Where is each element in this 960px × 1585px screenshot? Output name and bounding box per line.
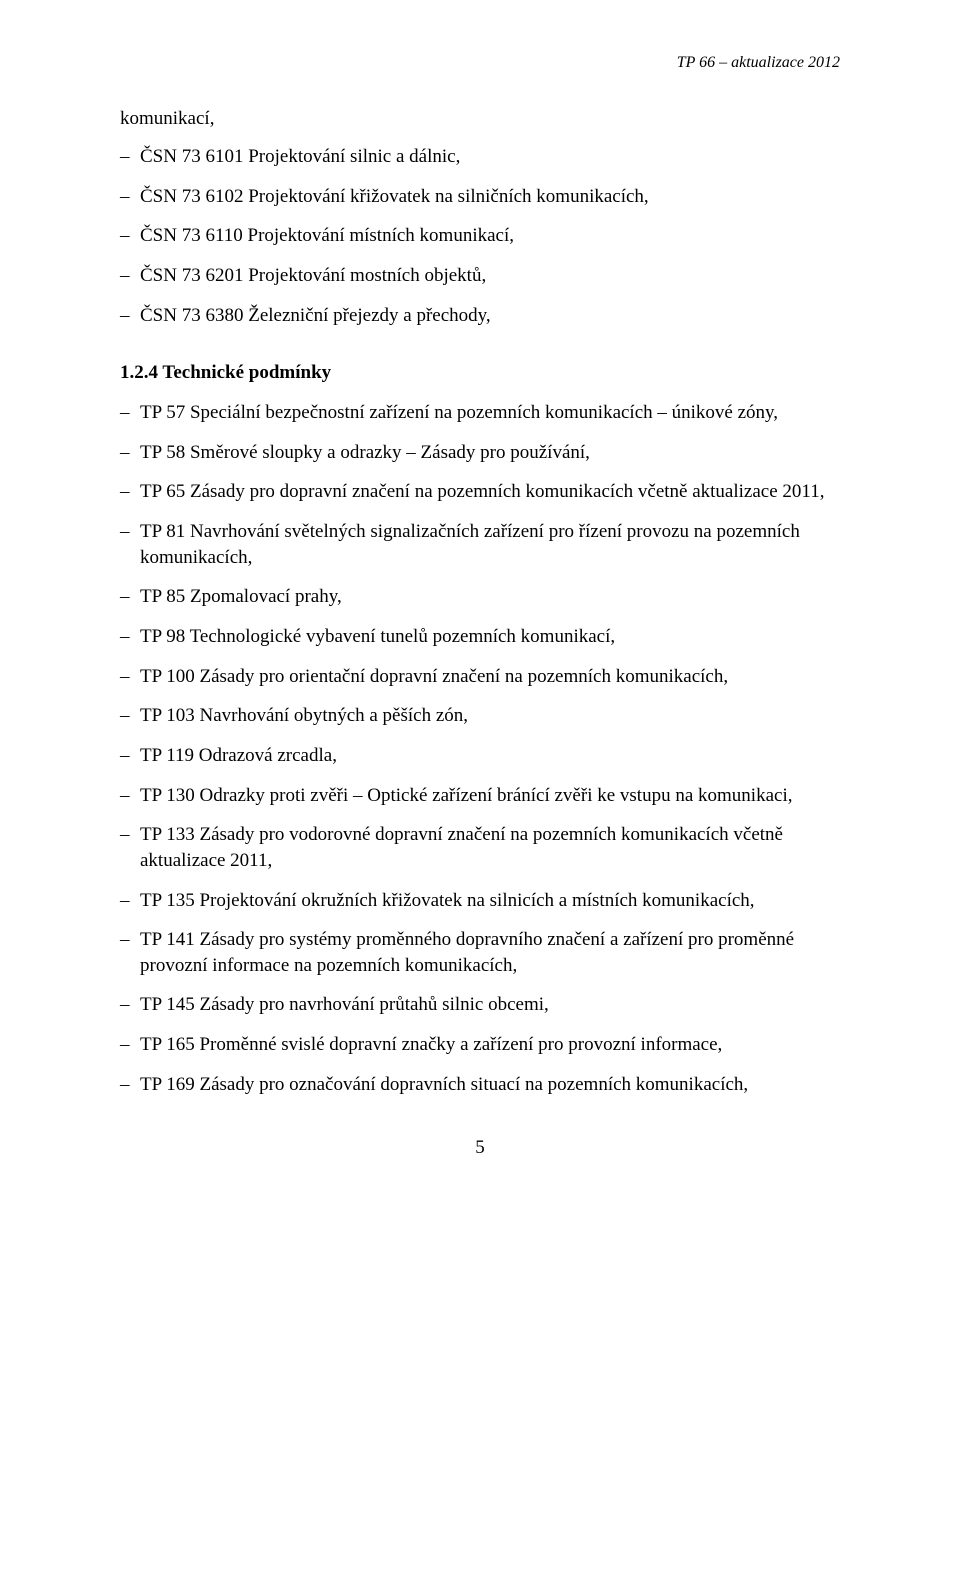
list-item: TP 57 Speciální bezpečnostní zařízení na… xyxy=(120,400,840,426)
list-item: TP 98 Technologické vybavení tunelů poze… xyxy=(120,624,840,650)
list-item: ČSN 73 6110 Projektování místních komuni… xyxy=(120,223,840,249)
list-item: ČSN 73 6102 Projektování křižovatek na s… xyxy=(120,184,840,210)
section-heading: 1.2.4 Technické podmínky xyxy=(120,362,840,384)
list-item: TP 85 Zpomalovací prahy, xyxy=(120,584,840,610)
csn-standards-list: ČSN 73 6101 Projektování silnic a dálnic… xyxy=(120,144,840,328)
list-item: ČSN 73 6101 Projektování silnic a dálnic… xyxy=(120,144,840,170)
list-item: ČSN 73 6380 Železniční přejezdy a přecho… xyxy=(120,303,840,329)
list-item: TP 165 Proměnné svislé dopravní značky a… xyxy=(120,1032,840,1058)
tp-conditions-list: TP 57 Speciální bezpečnostní zařízení na… xyxy=(120,400,840,1097)
list-item: TP 103 Navrhování obytných a pěších zón, xyxy=(120,703,840,729)
list-item: TP 135 Projektování okružních křižovatek… xyxy=(120,888,840,914)
list-item: TP 58 Směrové sloupky a odrazky – Zásady… xyxy=(120,440,840,466)
list-item: ČSN 73 6201 Projektování mostních objekt… xyxy=(120,263,840,289)
list-item: TP 145 Zásady pro navrhování průtahů sil… xyxy=(120,992,840,1018)
list-item: TP 141 Zásady pro systémy proměnného dop… xyxy=(120,927,840,978)
list-item: TP 81 Navrhování světelných signalizační… xyxy=(120,519,840,570)
list-item: TP 100 Zásady pro orientační dopravní zn… xyxy=(120,664,840,690)
list-item: TP 130 Odrazky proti zvěři – Optické zař… xyxy=(120,783,840,809)
page-header-right: TP 66 – aktualizace 2012 xyxy=(120,54,840,72)
list-item: TP 119 Odrazová zrcadla, xyxy=(120,743,840,769)
orphan-continuation-line: komunikací, xyxy=(120,108,840,130)
list-item: TP 133 Zásady pro vodorovné dopravní zna… xyxy=(120,822,840,873)
list-item: TP 169 Zásady pro označování dopravních … xyxy=(120,1072,840,1098)
page-number: 5 xyxy=(120,1137,840,1159)
list-item: TP 65 Zásady pro dopravní značení na poz… xyxy=(120,479,840,505)
